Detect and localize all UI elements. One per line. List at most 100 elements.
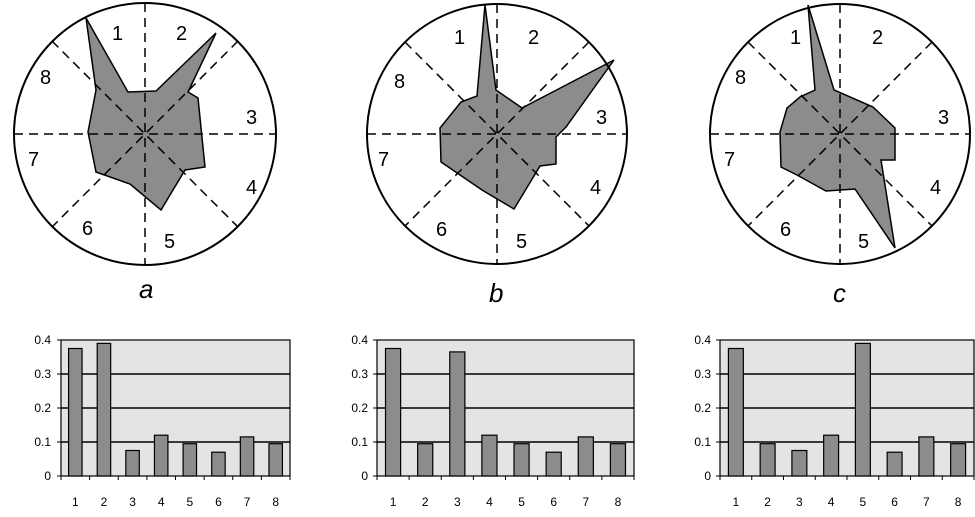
bar-chart-a-ytick-label: 0.2 xyxy=(34,401,51,415)
bar-chart-b-category-label: 3 xyxy=(454,495,461,509)
bar-chart-a-ytick-label: 0.1 xyxy=(34,435,51,449)
bar-chart-c-bar-3 xyxy=(791,449,808,477)
bar-chart-a-bar-2 xyxy=(96,342,112,477)
bar-chart-c-bar-7 xyxy=(918,436,935,477)
radar-a-axes xyxy=(14,3,276,265)
radar-c-sector-label: 1 xyxy=(790,27,801,49)
bar-chart-a-bar-5 xyxy=(182,443,198,477)
bar-charts: 0 0.1 0.2 0.3 0.4 1 2 3 4 5 6 7 8 0 0.1 0.2 0.3 0.4 1 2 3 4 5 6… xyxy=(34,333,975,509)
radar-panel-c: 1 2 3 4 5 6 7 8 c xyxy=(709,3,971,308)
bar-chart-b-category-label: 1 xyxy=(390,495,397,509)
bar-chart-c-category-label: 8 xyxy=(955,495,962,509)
radar-a-sector-label: 5 xyxy=(164,231,175,253)
bar-chart-a-category-label: 3 xyxy=(129,495,136,509)
bar-chart-b-ytick-label: 0.4 xyxy=(351,333,368,347)
bar-chart-c-bar-8 xyxy=(950,443,967,477)
bar-chart-b-ytick-label: 0.2 xyxy=(351,401,368,415)
bar-chart-b-category-label: 6 xyxy=(550,495,557,509)
bar-chart-a: 0 0.1 0.2 0.3 0.4 1 2 3 4 5 6 7 8 xyxy=(34,333,291,509)
bar-chart-b-category-label: 7 xyxy=(582,495,589,509)
bar-chart-c-category-label: 6 xyxy=(891,495,898,509)
radar-panel-b: 1 2 3 4 5 6 7 8 b xyxy=(366,3,628,308)
bar-chart-c: 0 0.1 0.2 0.3 0.4 1 2 3 4 5 6 7 8 xyxy=(694,333,975,509)
bar-chart-a-category-label: 8 xyxy=(272,495,279,509)
bar-chart-b: 0 0.1 0.2 0.3 0.4 1 2 3 4 5 6 7 8 xyxy=(351,333,635,509)
radar-a-star-polygon xyxy=(85,17,217,212)
bar-chart-b-bar-2 xyxy=(417,443,434,477)
radar-a-sector-label: 4 xyxy=(246,177,257,199)
bar-chart-a-category-label: 1 xyxy=(72,495,79,509)
bar-chart-b-bar-8 xyxy=(609,443,627,477)
bar-chart-c-bar-5 xyxy=(854,342,871,477)
bar-chart-b-category-label: 4 xyxy=(486,495,493,509)
bar-chart-c-ytick-label: 0.2 xyxy=(694,401,711,415)
bar-chart-b-category-label: 8 xyxy=(615,495,622,509)
radar-a-sector-label: 8 xyxy=(40,67,51,89)
radar-b-star-polygon xyxy=(439,4,615,211)
bar-chart-a-bar-1 xyxy=(67,347,83,477)
radar-b-sector-label: 2 xyxy=(528,27,539,49)
radar-a-sector-label: 2 xyxy=(176,23,187,45)
bar-chart-c-bar-2 xyxy=(759,443,776,477)
radar-b-sector-label: 7 xyxy=(378,149,389,171)
bar-chart-c-ytick-label: 0 xyxy=(704,469,711,483)
bar-chart-b-ytick-label: 0 xyxy=(361,469,368,483)
radar-c-axes xyxy=(710,4,970,264)
bar-chart-c-ytick-label: 0.4 xyxy=(694,333,711,347)
bar-chart-a-ytick-label: 0.3 xyxy=(34,367,51,381)
bar-chart-a-category-label: 2 xyxy=(101,495,108,509)
radar-a-sector-label: 1 xyxy=(112,23,123,45)
radar-c-panel-letter: c xyxy=(833,278,846,308)
bar-chart-c-bar-1 xyxy=(727,347,744,477)
radar-c-sector-label: 2 xyxy=(872,27,883,49)
bar-chart-a-bar-3 xyxy=(125,449,140,477)
bar-chart-c-bar-4 xyxy=(823,434,840,477)
bar-chart-c-category-label: 3 xyxy=(796,495,803,509)
radar-b-sector-label: 5 xyxy=(516,231,527,253)
bar-chart-a-bar-6 xyxy=(211,451,226,477)
bar-chart-c-category-label: 4 xyxy=(828,495,835,509)
radar-a-sector-label: 7 xyxy=(28,149,39,171)
bar-chart-c-category-label: 7 xyxy=(923,495,930,509)
radar-c-sector-label: 3 xyxy=(938,107,949,129)
bar-chart-b-category-label: 5 xyxy=(518,495,525,509)
radar-b-sector-label: 8 xyxy=(394,71,405,93)
radar-a-sector-label: 3 xyxy=(246,107,257,129)
bar-chart-c-category-label: 1 xyxy=(733,495,740,509)
bar-chart-a-bar-8 xyxy=(268,443,284,477)
bar-chart-a-category-label: 4 xyxy=(158,495,165,509)
radar-panel-a: 1 2 3 4 5 6 7 8 a xyxy=(13,2,277,304)
radar-b-sector-label: 6 xyxy=(436,219,447,241)
bar-chart-c-category-label: 2 xyxy=(764,495,771,509)
bar-chart-b-category-label: 2 xyxy=(422,495,429,509)
bar-chart-b-bar-3 xyxy=(449,351,466,477)
bar-chart-b-bar-5 xyxy=(513,443,530,477)
bar-chart-b-bar-7 xyxy=(577,436,594,477)
bar-chart-a-ytick-label: 0 xyxy=(44,469,51,483)
bar-chart-a-category-label: 7 xyxy=(244,495,251,509)
bar-chart-c-bar-6 xyxy=(886,451,903,477)
bar-chart-b-bar-6 xyxy=(545,451,562,477)
bar-chart-a-bar-7 xyxy=(239,436,255,477)
bar-chart-a-ytick-label: 0.4 xyxy=(34,333,51,347)
radar-c-sector-label: 7 xyxy=(724,149,735,171)
radar-b-panel-letter: b xyxy=(489,278,503,308)
radar-b-sector-label: 4 xyxy=(590,177,601,199)
bar-chart-b-ytick-label: 0.3 xyxy=(351,367,368,381)
radar-c-sector-label: 5 xyxy=(858,231,869,253)
bar-chart-c-ytick-label: 0.1 xyxy=(694,435,711,449)
bar-chart-a-bar-4 xyxy=(153,434,169,477)
radar-c-sector-label: 8 xyxy=(735,67,746,89)
bar-chart-c-category-label: 5 xyxy=(860,495,867,509)
bar-chart-c-ytick-label: 0.3 xyxy=(694,367,711,381)
radar-b-axes xyxy=(367,4,627,264)
radar-b-sector-label: 1 xyxy=(454,27,465,49)
bar-chart-a-category-label: 6 xyxy=(215,495,222,509)
radar-a-panel-letter: a xyxy=(139,274,153,304)
bar-chart-a-category-label: 5 xyxy=(186,495,193,509)
bar-chart-b-bar-4 xyxy=(481,434,498,477)
radar-a-sector-label: 6 xyxy=(82,218,93,240)
radar-b-sector-label: 3 xyxy=(596,107,607,129)
radar-c-sector-label: 6 xyxy=(780,219,791,241)
